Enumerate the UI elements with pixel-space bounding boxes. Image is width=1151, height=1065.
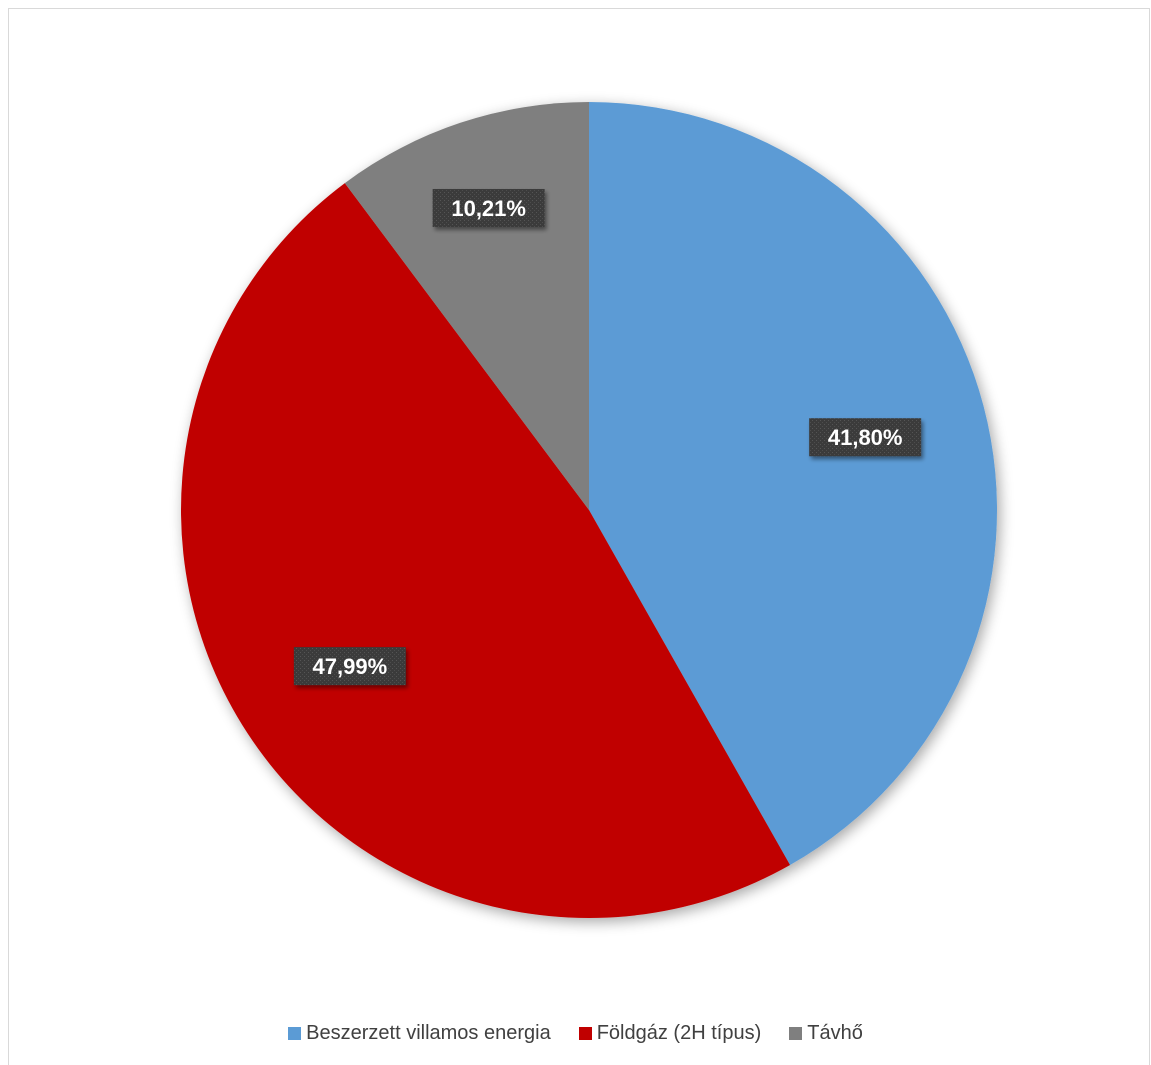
data-label-box [432,188,545,227]
pie-slice-2 [180,183,791,919]
data-label-text: 41,80% [828,425,903,450]
data-label-2: 47,99% [293,647,406,686]
legend-label: Beszerzett villamos energia [306,1021,551,1044]
legend-item-2: Földgáz (2H típus) [578,1021,762,1045]
legend-label: Földgáz (2H típus) [596,1021,762,1044]
data-label-3: 10,21% [432,188,545,227]
data-label-text: 47,99% [313,654,388,679]
data-label-box [809,418,922,457]
legend-label: Távhő [807,1021,863,1044]
legend-item-1: Beszerzett villamos energia [288,1022,551,1045]
legend-swatch [288,1026,302,1040]
data-label-text: 10,21% [451,196,526,221]
legend-swatch [789,1026,803,1040]
legend-swatch [578,1026,592,1040]
legend-item-3: Távhő [789,1022,863,1045]
chart-legend: Beszerzett villamos energia Földgáz (2H t… [0,1018,1151,1048]
data-label-box [293,647,406,686]
data-label-1: 41,80% [809,418,922,457]
pie-slice-1 [589,102,998,866]
